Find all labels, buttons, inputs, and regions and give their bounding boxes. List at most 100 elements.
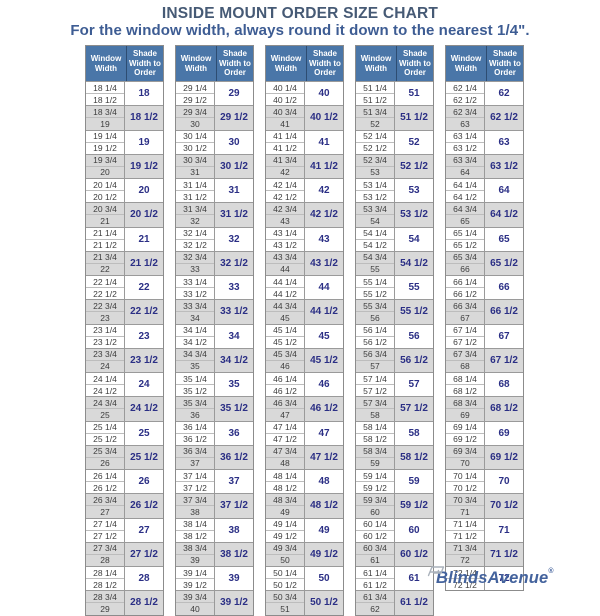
window-width-value: 25 1/2 [86, 432, 124, 445]
awning-icon [424, 563, 445, 582]
size-row-pair: 49 3/4 50 49 1/2 [266, 541, 343, 566]
window-width-cells: 27 3/4 28 [86, 542, 125, 566]
window-width-cells: 22 3/4 23 [86, 300, 125, 324]
window-width-cells: 39 1/4 39 1/2 [176, 567, 215, 591]
window-width-cells: 43 3/4 44 [266, 251, 305, 275]
window-width-value: 30 1/2 [176, 141, 214, 154]
window-width-value: 59 1/2 [356, 481, 394, 493]
window-width-value: 58 1/4 [363, 422, 387, 433]
window-width-value: 71 3/4 [453, 543, 477, 554]
size-row-pair: 33 1/4 33 1/2 33 [176, 275, 253, 300]
shade-width-to-order-value: 67 [498, 330, 510, 342]
size-row-pair: 66 1/4 66 1/2 66 [446, 275, 523, 300]
size-row-pair: 56 3/4 57 56 1/2 [356, 347, 433, 372]
window-width-value: 50 [266, 553, 304, 566]
size-row-pair: 59 3/4 60 59 1/2 [356, 493, 433, 518]
size-row-pair: 37 1/4 37 1/2 37 [176, 469, 253, 494]
window-width-value: 18 3/4 [93, 106, 117, 117]
window-width-value: 38 1/2 [176, 529, 214, 542]
window-width-value: 65 1/4 [453, 228, 477, 239]
window-width-value: 29 3/4 [183, 106, 207, 117]
shade-width-to-order-value: 57 1/2 [400, 403, 428, 415]
shade-width-to-order-value: 70 [498, 476, 510, 488]
window-width-value: 66 3/4 [453, 300, 477, 311]
window-width-value: 27 3/4 [93, 543, 117, 554]
shade-width-to-order-value: 22 [138, 282, 150, 294]
window-width-value: 33 1/2 [176, 287, 214, 299]
window-width-cells: 72 1/4 72 1/2 [446, 567, 485, 591]
shade-width-to-order-value: 30 [228, 136, 240, 148]
window-width-value: 24 1/4 [93, 373, 117, 384]
window-width-cells: 65 3/4 66 [446, 251, 485, 275]
window-width-cells: 62 1/4 62 1/2 [446, 82, 485, 106]
window-width-value: 31 1/2 [176, 190, 214, 202]
window-width-value: 59 3/4 [363, 494, 387, 505]
window-width-value: 34 3/4 [183, 349, 207, 360]
shade-width-to-order-value: 40 [318, 88, 330, 100]
window-width-value: 29 1/4 [183, 82, 207, 93]
size-row-pair: 51 1/4 51 1/2 51 [356, 81, 433, 106]
window-width-value: 37 1/4 [183, 470, 207, 481]
shade-width-to-order-value: 66 [498, 282, 510, 294]
column-headers: Window Width Shade Width to Order [446, 46, 523, 81]
page-subtitle: For the window width, always round it do… [70, 22, 530, 39]
shade-width-to-order-value: 60 1/2 [400, 548, 428, 560]
window-width-cells: 69 3/4 70 [446, 445, 485, 469]
window-width-value: 39 3/4 [183, 591, 207, 602]
shade-width-to-order-value: 33 1/2 [220, 306, 248, 318]
window-width-value: 67 [446, 311, 484, 323]
column-headers: Window Width Shade Width to Order [356, 46, 433, 81]
size-row-pair: 66 3/4 67 66 1/2 [446, 299, 523, 324]
window-width-value: 38 [176, 505, 214, 517]
window-width-value: 49 3/4 [273, 543, 297, 554]
window-width-value: 62 1/2 [446, 93, 484, 105]
window-width-cells: 47 3/4 48 [266, 445, 305, 469]
shade-width-to-order-value: 32 1/2 [220, 257, 248, 269]
shade-width-to-order-value: 69 1/2 [490, 451, 518, 463]
shade-width-to-order-value: 45 1/2 [310, 354, 338, 366]
size-row-pair: 48 3/4 49 48 1/2 [266, 493, 343, 518]
size-row-pair: 60 3/4 61 60 1/2 [356, 541, 433, 566]
window-width-value: 44 1/4 [273, 276, 297, 287]
size-row-pair: 43 3/4 44 43 1/2 [266, 250, 343, 275]
shade-width-to-order-value: 51 1/2 [400, 112, 428, 124]
window-width-value: 66 [446, 262, 484, 275]
window-width-cells: 44 3/4 45 [266, 300, 305, 324]
window-width-value: 20 1/2 [86, 190, 124, 202]
size-row-pair: 52 1/4 52 1/2 52 [356, 129, 433, 154]
window-width-value: 45 3/4 [273, 349, 297, 360]
window-width-value: 37 [176, 456, 214, 469]
size-row-pair: 72 1/4 72 1/2 72 [446, 566, 523, 591]
window-width-value: 23 1/2 [86, 335, 124, 348]
window-width-cells: 64 1/4 64 1/2 [446, 179, 485, 203]
window-width-header: Window Width [356, 46, 397, 81]
window-width-value: 23 [86, 311, 124, 323]
size-row-pair: 53 1/4 53 1/2 53 [356, 178, 433, 203]
window-width-cells: 21 3/4 22 [86, 251, 125, 275]
size-row-pair: 57 1/4 57 1/2 57 [356, 372, 433, 397]
window-width-cells: 52 1/4 52 1/2 [356, 130, 395, 154]
window-width-value: 21 1/4 [93, 228, 117, 239]
window-width-value: 61 3/4 [363, 591, 387, 602]
window-width-value: 49 [266, 505, 304, 517]
window-width-cells: 60 1/4 60 1/2 [356, 518, 395, 542]
window-width-value: 55 3/4 [363, 300, 387, 311]
window-width-cells: 28 1/4 28 1/2 [86, 567, 125, 591]
window-width-value: 72 [446, 553, 484, 566]
window-width-value: 64 1/2 [446, 190, 484, 202]
window-width-value: 46 1/2 [266, 384, 304, 396]
size-row-pair: 54 1/4 54 1/2 54 [356, 226, 433, 251]
size-row-pair: 60 1/4 60 1/2 60 [356, 517, 433, 542]
window-width-value: 38 3/4 [183, 543, 207, 554]
shade-width-to-order-value: 66 1/2 [490, 306, 518, 318]
shade-width-to-order-value: 18 1/2 [130, 112, 158, 124]
size-row-pair: 30 3/4 31 30 1/2 [176, 153, 253, 178]
shade-width-to-order-value: 54 [408, 233, 420, 245]
window-width-value: 33 3/4 [183, 300, 207, 311]
size-row-pair: 59 1/4 59 1/2 59 [356, 469, 433, 494]
window-width-cells: 70 1/4 70 1/2 [446, 470, 485, 494]
window-width-cells: 61 3/4 62 [356, 591, 395, 615]
window-width-value: 32 3/4 [183, 252, 207, 263]
window-width-value: 60 [356, 505, 394, 517]
shade-width-to-order-value: 37 [228, 476, 240, 488]
